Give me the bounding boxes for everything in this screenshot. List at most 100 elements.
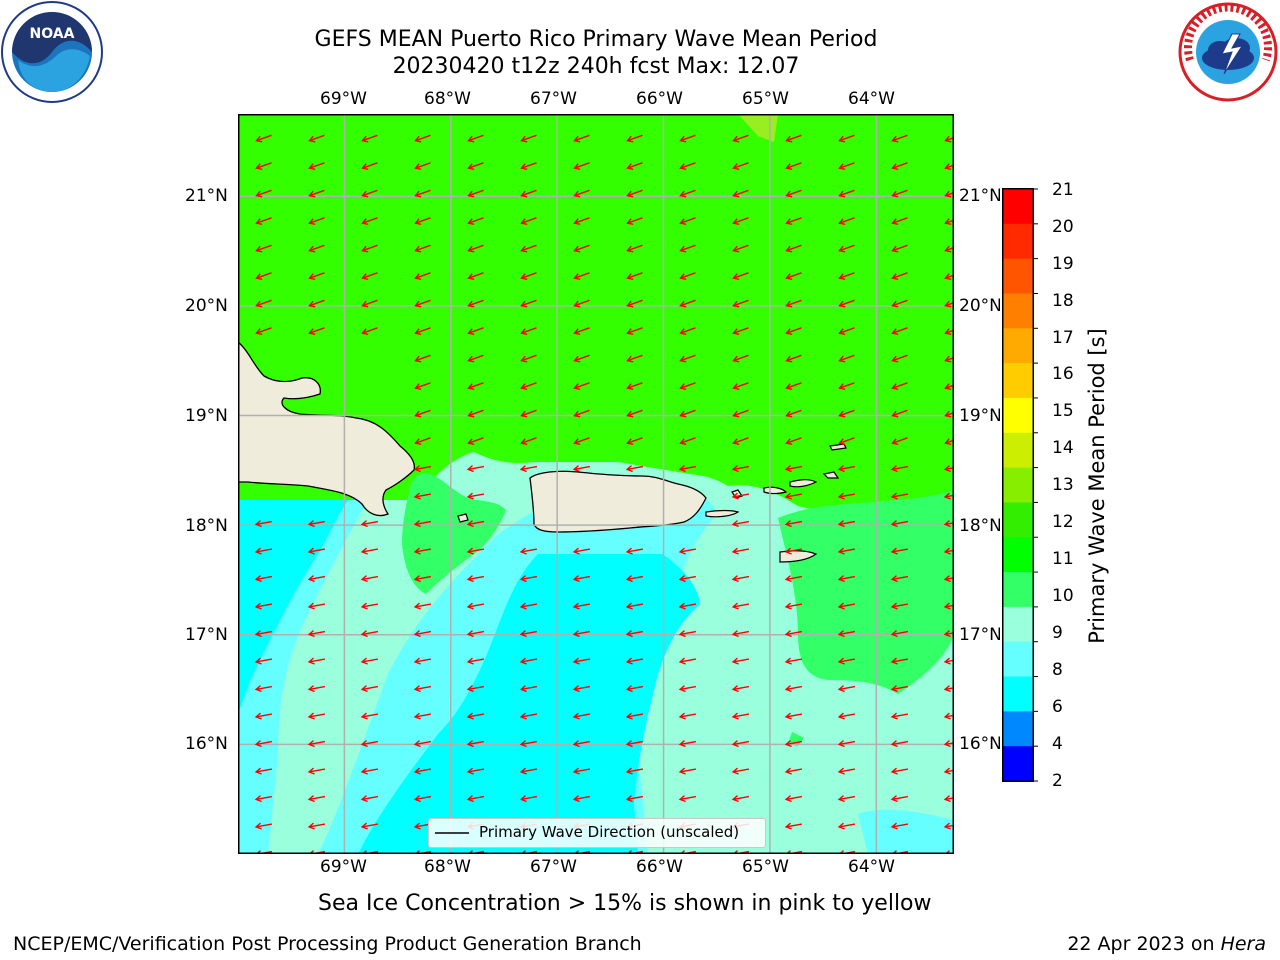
wave-arrow [361, 244, 378, 253]
wave-arrow [572, 685, 591, 693]
wave-arrow [255, 134, 272, 143]
wave-arrow [784, 547, 803, 555]
wave-arrow [837, 465, 856, 473]
wave-arrow [572, 712, 591, 720]
wave-arrow [307, 630, 326, 638]
wave-arrow [837, 712, 856, 720]
wave-arrow [413, 465, 432, 473]
wave-arrow [625, 685, 644, 693]
wave-arrow [891, 189, 908, 198]
wave-arrow [413, 740, 432, 748]
wave-arrow [414, 354, 431, 363]
lon-label-bottom-2: 68°W [424, 857, 471, 877]
wave-arrow [679, 382, 696, 390]
colorbar-tick-11: 11 [1052, 549, 1074, 569]
wave-arrow [784, 630, 803, 638]
lat-label-right-4: 18°N [959, 516, 1002, 536]
wave-arrow [784, 575, 803, 583]
wave-arrow [572, 657, 591, 665]
nws-logo [1176, 0, 1280, 104]
wave-arrow [626, 354, 643, 363]
wave-arrow [837, 795, 856, 803]
wave-arrow [520, 354, 537, 363]
wave-arrow [732, 244, 749, 253]
colorbar-tick-12: 12 [1052, 512, 1074, 532]
wave-arrow [732, 327, 749, 335]
wave-arrow [679, 409, 696, 418]
colorbar-tick-19: 19 [1052, 254, 1074, 274]
wave-arrow [732, 272, 749, 280]
wave-arrow [625, 547, 644, 555]
wave-arrow [255, 299, 272, 308]
lon-label-bottom-1: 69°W [320, 857, 367, 877]
wave-arrow [838, 299, 855, 308]
wave-arrow [891, 327, 908, 335]
wave-arrow [890, 795, 909, 803]
wave-arrow [626, 437, 643, 445]
colorbar-border [1002, 188, 1034, 782]
lon-label-top-2: 68°W [424, 89, 471, 109]
wave-arrow [626, 272, 643, 280]
wave-arrow [731, 685, 750, 693]
wave-arrow [413, 767, 432, 775]
wave-arrow [626, 134, 643, 143]
chart-title: GEFS MEAN Puerto Rico Primary Wave Mean … [314, 27, 878, 52]
wave-arrow [679, 437, 696, 445]
wave-arrow [785, 244, 802, 253]
wave-arrow [678, 795, 697, 803]
wave-arrow [573, 409, 590, 418]
period-field-caribbean-lowest [238, 500, 348, 714]
colorbar [1002, 188, 1038, 782]
wave-direction-arrows [254, 134, 954, 854]
wave-arrow [466, 740, 485, 748]
wave-arrow [413, 602, 432, 610]
period-field-caribbean-low-c [858, 809, 954, 854]
wave-arrow [467, 272, 484, 280]
colorbar-segment [1003, 223, 1033, 260]
wave-arrow [572, 465, 591, 473]
wave-arrow [625, 795, 644, 803]
wave-arrow [626, 189, 643, 198]
wave-arrow [307, 547, 326, 555]
wave-arrow [572, 795, 591, 803]
lon-label-top-1: 69°W [320, 89, 367, 109]
wave-arrow [255, 217, 272, 225]
wave-arrow [784, 520, 803, 528]
wave-arrow [466, 602, 485, 610]
period-field-mona-patch [402, 473, 506, 594]
wave-arrow [838, 382, 855, 390]
wave-arrow [466, 657, 485, 665]
wave-arrow [838, 409, 855, 418]
wave-arrow [785, 162, 802, 170]
wave-arrow [890, 602, 909, 610]
wave-arrow [573, 189, 590, 198]
wave-arrow [679, 134, 696, 143]
wave-arrow [466, 795, 485, 803]
wave-arrow [837, 657, 856, 665]
lon-label-bottom-5: 65°W [742, 857, 789, 877]
colorbar-segment [1003, 328, 1033, 364]
colorbar-segment [1003, 432, 1033, 469]
wave-arrow [520, 327, 537, 335]
wave-arrow [307, 712, 326, 720]
wave-arrow [520, 189, 537, 198]
wave-arrow [360, 520, 379, 528]
wave-arrow [890, 547, 909, 555]
wave-arrow [732, 217, 749, 225]
wave-arrow [254, 547, 273, 555]
map-legend: Primary Wave Direction (unscaled) [428, 818, 766, 848]
wave-arrow [519, 465, 538, 473]
colorbar-segment [1003, 711, 1033, 747]
wave-arrow [732, 162, 749, 170]
noaa-logo: NOAA [0, 0, 104, 104]
wave-arrow [360, 712, 379, 720]
wave-arrow [360, 822, 379, 830]
colorbar-tick-6: 6 [1052, 697, 1063, 717]
wave-arrow [467, 244, 484, 253]
wave-arrow [626, 409, 643, 418]
wave-arrow [573, 217, 590, 225]
wave-arrow [467, 327, 484, 335]
wave-arrow [467, 382, 484, 390]
wave-arrow [520, 272, 537, 280]
wave-arrow [891, 272, 908, 280]
